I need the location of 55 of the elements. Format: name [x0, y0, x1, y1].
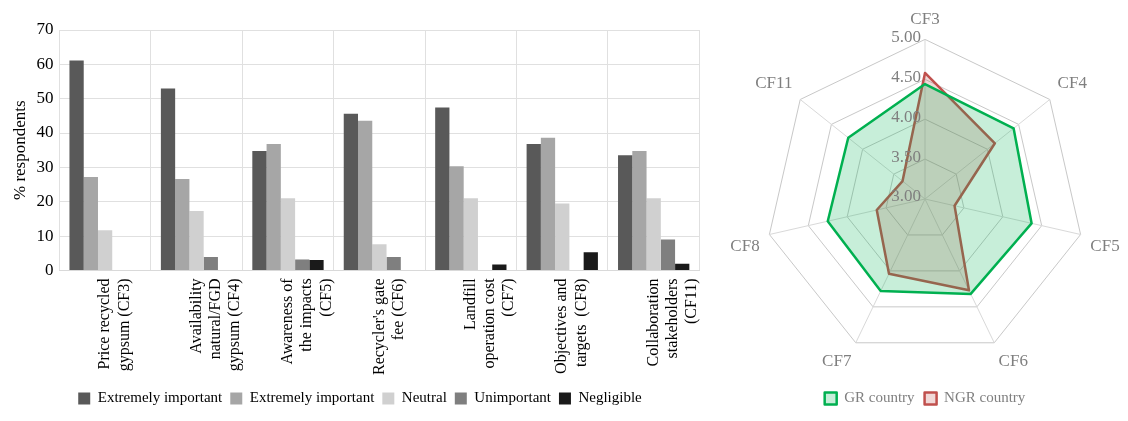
bar — [309, 260, 324, 270]
bar — [660, 239, 676, 270]
bar — [632, 150, 647, 270]
y-tick-label: 0 — [44, 259, 54, 279]
y-axis-title: % respondents — [9, 100, 29, 201]
spoke-label: CF7 — [822, 351, 852, 371]
y-tick-label: 60 — [36, 53, 54, 73]
spoke-label: CF8 — [730, 236, 760, 256]
x-tick-label: Awareness of the impacts (CF5) — [278, 277, 335, 365]
bar — [295, 259, 310, 270]
bar — [175, 179, 190, 270]
y-tick-label: 3.00 — [891, 186, 921, 206]
legend-label: Negligible — [578, 389, 643, 406]
bar — [358, 120, 373, 270]
y-tick-label: 5.00 — [891, 26, 921, 46]
y-tick-label: 4.50 — [891, 66, 921, 86]
x-tick-label: Objectives and targets (CF8) — [552, 278, 590, 374]
legend-label: Extremely important — [97, 389, 224, 406]
legend-label: Neutral — [401, 389, 447, 406]
bar — [540, 137, 556, 270]
y-tick-label: 70 — [36, 19, 54, 39]
y-tick-label: 10 — [36, 225, 54, 245]
bar — [386, 257, 401, 270]
spoke-label: CF4 — [1057, 72, 1088, 92]
bar — [83, 176, 98, 270]
bar — [203, 257, 218, 270]
bar — [252, 150, 267, 270]
y-tick-label: 20 — [36, 191, 54, 211]
spoke-label: CF6 — [998, 351, 1028, 371]
bar — [675, 263, 690, 270]
bar — [435, 107, 450, 270]
bar — [160, 88, 176, 270]
x-tick-label: Recycler's gate fee (CF6) — [369, 278, 407, 375]
x-tick-label: Availability natural/FGD gypsum (CF4) — [186, 278, 244, 372]
y-tick-label: 50 — [36, 88, 54, 108]
x-tick-label: Collaboration stakeholders (CF11) — [643, 278, 701, 367]
x-tick-label: Landfill operation cost (CF7) — [461, 277, 518, 369]
bar — [618, 155, 633, 270]
y-tick-label: 30 — [36, 156, 54, 176]
x-tick-label: Price recycled gypsum (CF3) — [95, 278, 133, 372]
spoke-label: CF5 — [1090, 236, 1120, 256]
legend-label: Unimportant — [474, 389, 552, 406]
legend-label: NGR country — [944, 389, 1026, 406]
legend-label: GR country — [844, 389, 916, 406]
spoke-label: CF11 — [755, 72, 793, 92]
bar — [69, 60, 84, 270]
y-tick-label: 40 — [36, 122, 54, 142]
bar — [266, 144, 281, 270]
legend-label: Extremely important — [249, 389, 376, 406]
bar — [343, 113, 359, 270]
spoke-label: CF3 — [910, 8, 940, 28]
bar — [526, 144, 541, 270]
bar — [492, 264, 507, 270]
bar — [583, 252, 598, 270]
bar — [449, 166, 464, 270]
